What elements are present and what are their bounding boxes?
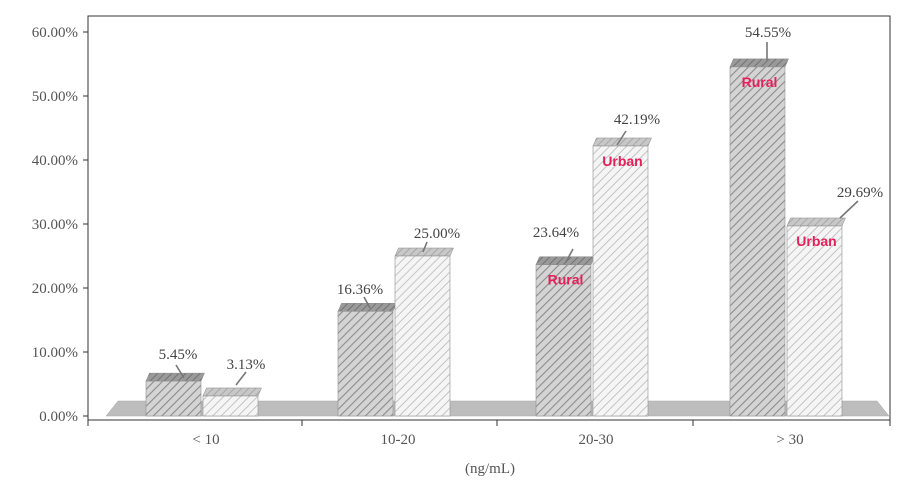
bar-top-urban (592, 137, 652, 147)
bar-urban (786, 225, 843, 417)
bar-urban (202, 395, 259, 417)
value-label-urban: 29.69% (837, 185, 883, 201)
leader-line (235, 371, 247, 386)
leader-line (175, 364, 185, 379)
x-axis-title: (ng/mL) (465, 461, 515, 477)
bar-top-urban (786, 217, 846, 227)
series-tag-rural: Rural (742, 74, 778, 90)
value-label-rural: 5.45% (159, 347, 198, 363)
bar-top-urban (202, 387, 262, 397)
x-tick-label: 20-30 (579, 432, 614, 448)
bar-top-rural (535, 256, 595, 265)
series-tag-urban: Urban (796, 233, 836, 249)
bar-rural (145, 380, 202, 417)
bar-urban (394, 255, 451, 417)
value-label-urban: 25.00% (414, 226, 460, 242)
bar-top-rural (145, 372, 205, 382)
y-tick-label: 30.00% (32, 217, 78, 233)
x-tick-label: 10-20 (381, 432, 416, 448)
value-label-rural: 54.55% (745, 25, 791, 41)
leader-line (422, 241, 428, 253)
x-tick-label: < 10 (192, 432, 219, 448)
y-tick-label: 20.00% (32, 281, 78, 297)
series-tag-urban: Urban (602, 153, 642, 169)
leader-line (565, 248, 574, 263)
bar-rural (729, 66, 786, 417)
y-tick-label: 50.00% (32, 89, 78, 105)
bar-rural (337, 310, 394, 417)
y-tick-label: 10.00% (32, 345, 78, 361)
x-tick-label: > 30 (776, 432, 803, 448)
bar-urban (592, 145, 649, 417)
leader-line (363, 296, 371, 309)
y-tick-label: 60.00% (32, 25, 78, 41)
y-tick-label: 40.00% (32, 153, 78, 169)
value-label-urban: 42.19% (614, 112, 660, 128)
y-tick-label: 0.00% (39, 409, 78, 425)
series-tag-rural: Rural (548, 272, 584, 288)
bar-top-rural (729, 58, 789, 68)
value-label-urban: 3.13% (227, 357, 266, 373)
value-label-rural: 23.64% (533, 225, 579, 241)
leader-line (616, 130, 627, 146)
leader-line (839, 200, 859, 219)
value-label-rural: 16.36% (337, 282, 383, 298)
bar-rural (535, 264, 592, 417)
